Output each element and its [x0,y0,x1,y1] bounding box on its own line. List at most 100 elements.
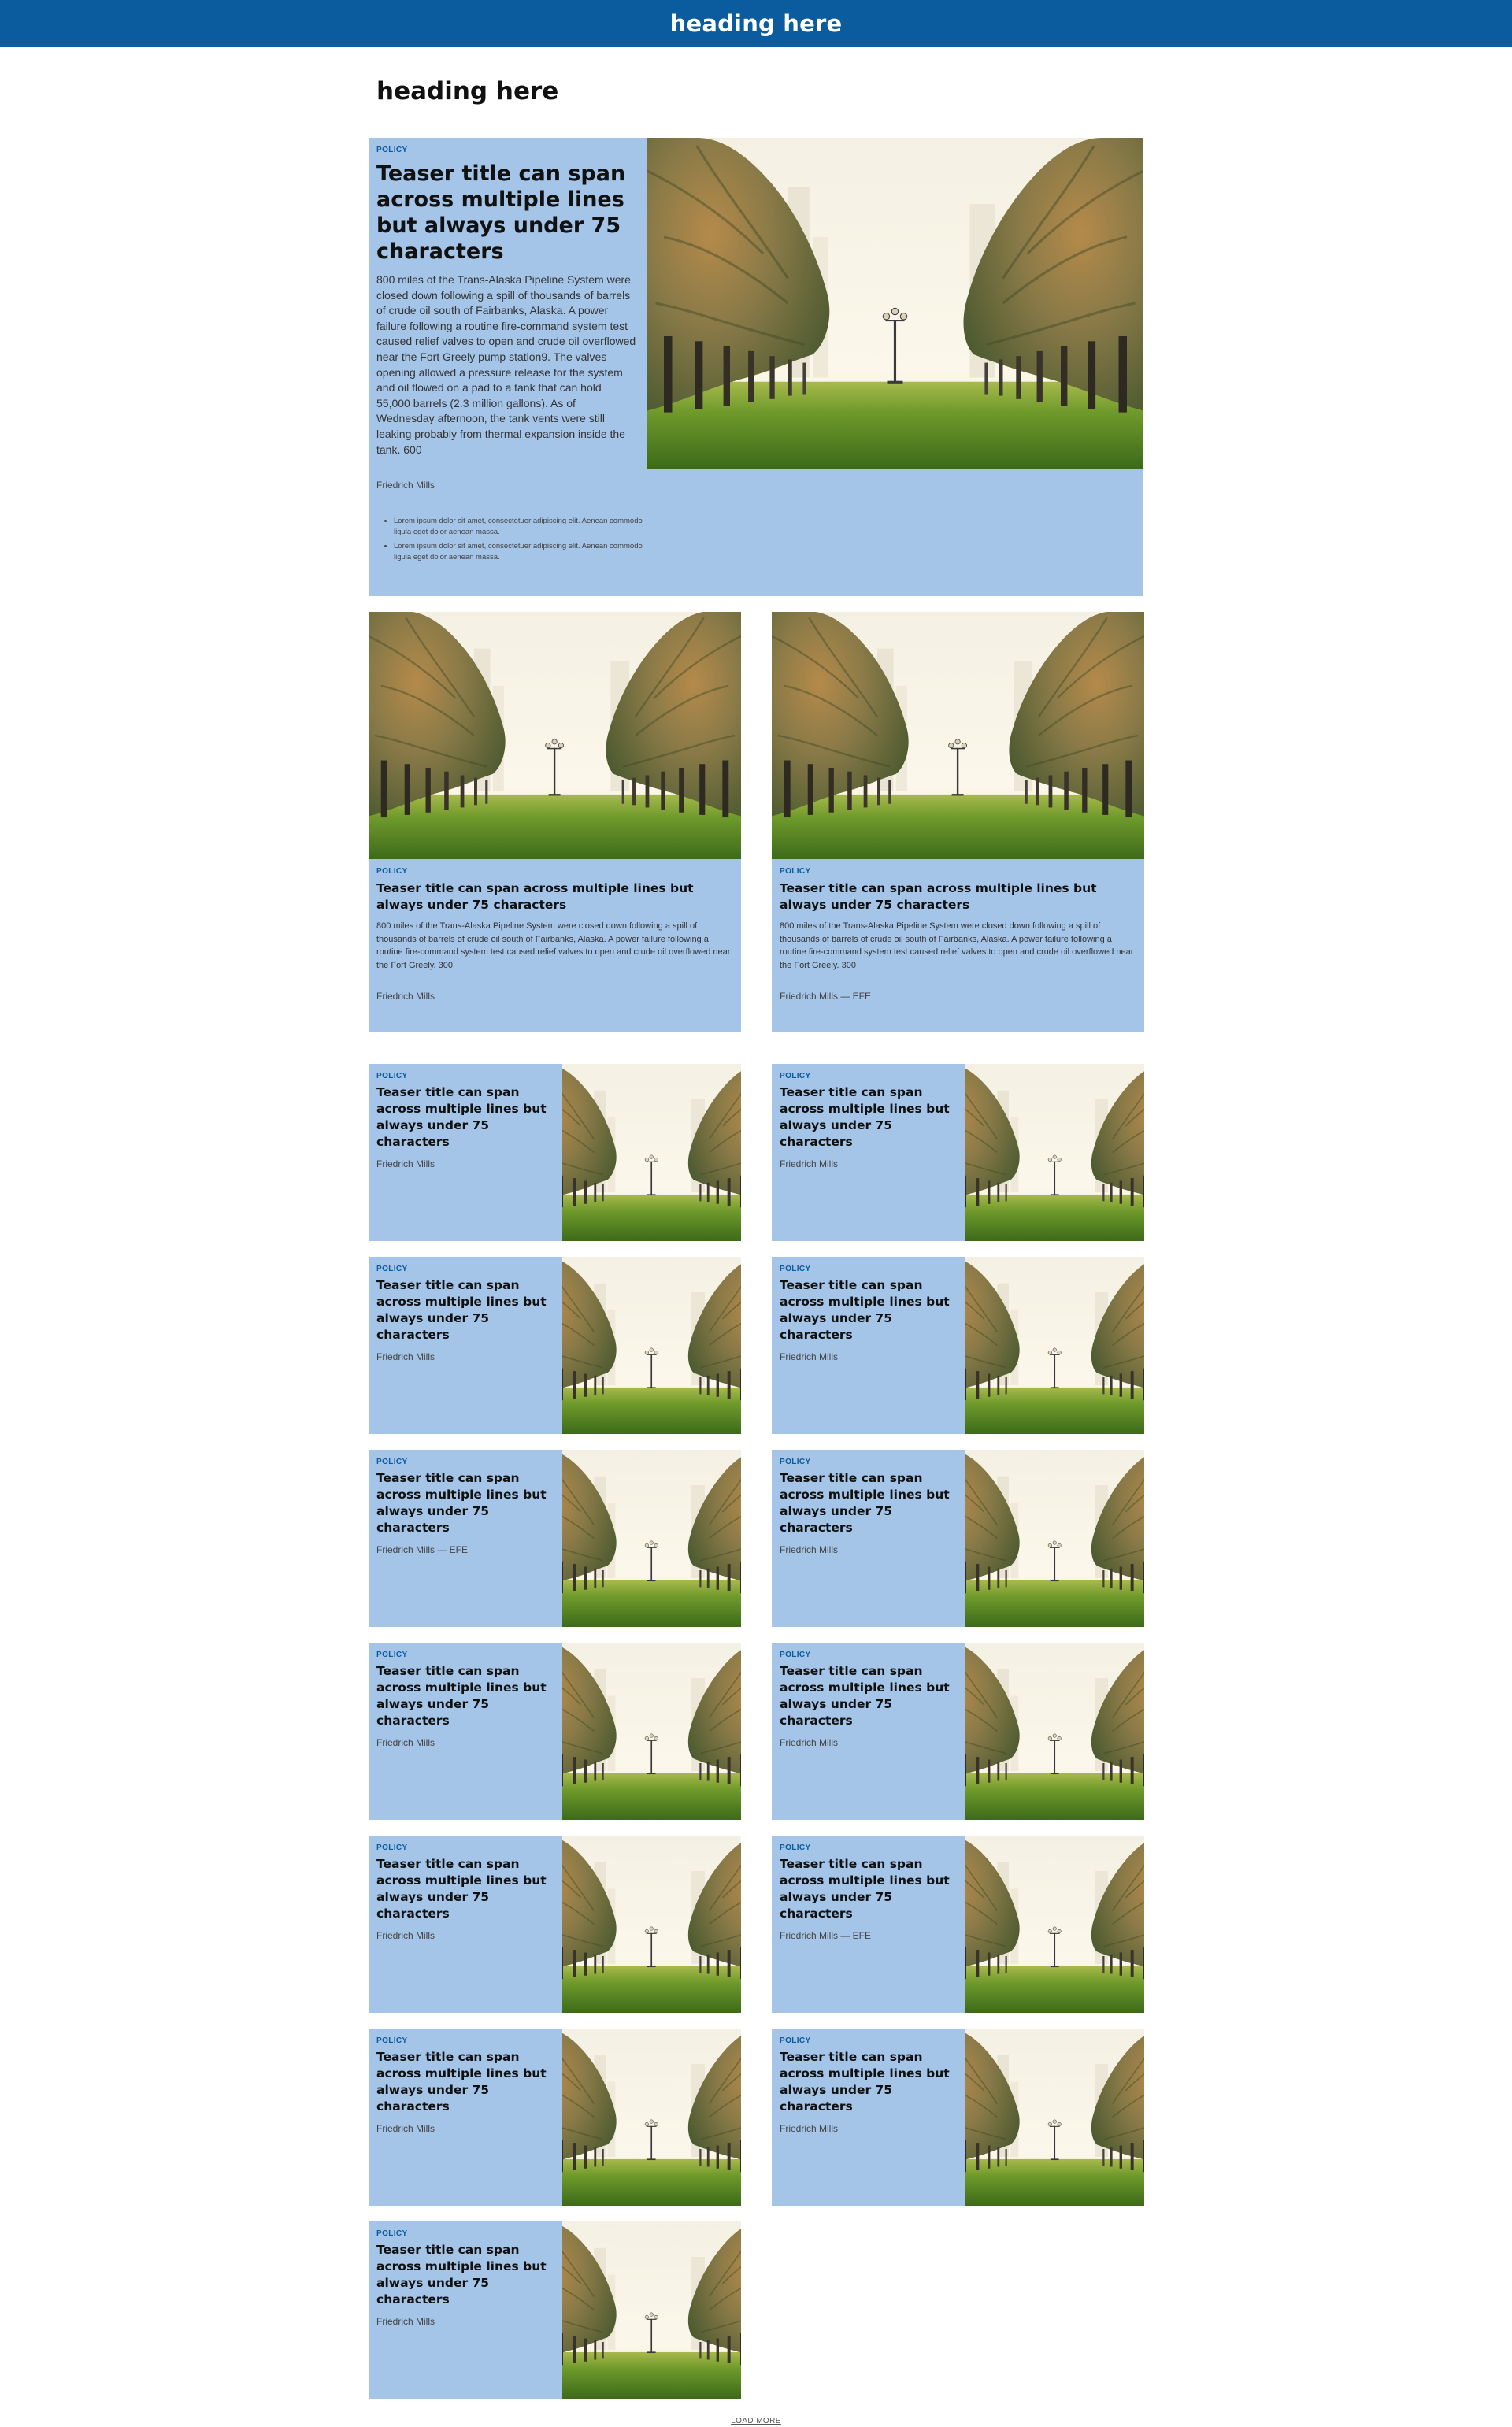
teaser-kicker[interactable]: POLICY [780,1072,811,1080]
teaser-byline[interactable]: Friedrich Mills [780,2123,839,2134]
teaser-title[interactable]: Teaser title can span across multiple li… [780,1471,950,1535]
teaser-title[interactable]: Teaser title can span across multiple li… [376,1471,547,1535]
teaser-title[interactable]: Teaser title can span across multiple li… [780,1085,950,1149]
teaser-byline[interactable]: Friedrich Mills [376,2316,435,2327]
small-teaser-card[interactable]: POLICY Teaser title can span across mult… [369,1643,741,1820]
teaser-image[interactable] [562,2221,741,2399]
load-more-link[interactable]: LOAD MORE [731,2417,781,2425]
small-teaser-card[interactable]: POLICY Teaser title can span across mult… [369,1257,741,1434]
teaser-image[interactable] [965,1836,1144,2013]
palm-avenue-photo [562,1064,741,1241]
palm-avenue-photo [965,1450,1144,1627]
teaser-title[interactable]: Teaser title can span across multiple li… [780,881,1097,912]
teaser-image[interactable] [965,2029,1144,2206]
teaser-byline[interactable]: Friedrich Mills — EFE [780,1930,872,1941]
teaser-byline[interactable]: Friedrich Mills [376,2123,435,2134]
small-teaser-card[interactable]: POLICY Teaser title can span across mult… [772,1643,1144,1820]
teaser-image[interactable] [562,1450,741,1627]
hero-title[interactable]: Teaser title can span across multiple li… [376,161,626,264]
teaser-title[interactable]: Teaser title can span across multiple li… [780,2050,950,2114]
teaser-kicker[interactable]: POLICY [376,1265,408,1273]
hero-teaser-text: POLICY Teaser title can span across mult… [376,146,636,491]
teaser-byline[interactable]: Friedrich Mills [780,1737,839,1748]
teaser-title[interactable]: Teaser title can span across multiple li… [376,881,694,912]
small-teaser-card[interactable]: POLICY Teaser title can span across mult… [369,2221,741,2399]
teaser-image[interactable] [965,1450,1144,1627]
teaser-image[interactable] [562,1836,741,2013]
teaser-image[interactable] [562,1064,741,1241]
small-teaser-card[interactable]: POLICY Teaser title can span across mult… [369,1836,741,2013]
teaser-kicker[interactable]: POLICY [780,1843,811,1852]
teaser-title[interactable]: Teaser title can span across multiple li… [780,1664,950,1728]
small-teaser-card[interactable]: POLICY Teaser title can span across mult… [369,2029,741,2206]
teaser-byline[interactable]: Friedrich Mills [376,1351,435,1362]
teaser-kicker[interactable]: POLICY [780,1651,811,1659]
small-teaser-card[interactable]: POLICY Teaser title can span across mult… [369,1450,741,1627]
teaser-image[interactable] [562,2029,741,2206]
teaser-title[interactable]: Teaser title can span across multiple li… [376,1664,547,1728]
teaser-image[interactable] [562,1257,741,1434]
hero-related-item[interactable]: Lorem ipsum dolor sit amet, consectetuer… [394,516,646,538]
teaser-byline[interactable]: Friedrich Mills [376,1737,435,1748]
teaser-text: POLICY Teaser title can span across mult… [376,2036,556,2134]
medium-teaser-card[interactable]: POLICY Teaser title can span across mult… [772,612,1144,1032]
teaser-title[interactable]: Teaser title can span across multiple li… [376,2050,547,2114]
teaser-kicker[interactable]: POLICY [376,1458,408,1466]
small-teaser-card[interactable]: POLICY Teaser title can span across mult… [772,1064,1144,1241]
palm-avenue-photo [965,1257,1144,1434]
teaser-text: POLICY Teaser title can span across mult… [376,867,733,1002]
teaser-title[interactable]: Teaser title can span across multiple li… [376,1857,547,1921]
teaser-text: POLICY Teaser title can span across mult… [376,2229,556,2327]
teaser-kicker[interactable]: POLICY [780,1265,811,1273]
teaser-text: POLICY Teaser title can span across mult… [376,1843,556,1941]
teaser-byline[interactable]: Friedrich Mills [376,1930,435,1941]
teaser-kicker[interactable]: POLICY [376,1072,408,1080]
teaser-image[interactable] [562,1643,741,1820]
teaser-image[interactable] [772,612,1144,859]
hero-teaser-card[interactable]: POLICY Teaser title can span across mult… [369,138,1143,596]
teaser-byline[interactable]: Friedrich Mills [376,991,435,1002]
small-teaser-card[interactable]: POLICY Teaser title can span across mult… [772,2029,1144,2206]
hero-kicker[interactable]: POLICY [376,146,408,154]
teaser-byline[interactable]: Friedrich Mills [376,1158,435,1169]
teaser-kicker[interactable]: POLICY [780,2036,811,2045]
section-heading: heading here [376,77,559,106]
teaser-byline[interactable]: Friedrich Mills — EFE [780,991,872,1002]
teaser-text: POLICY Teaser title can span across mult… [780,1843,959,1941]
teaser-kicker[interactable]: POLICY [376,1651,408,1659]
teaser-text: POLICY Teaser title can span across mult… [376,1072,556,1169]
teaser-byline[interactable]: Friedrich Mills — EFE [376,1544,469,1555]
teaser-kicker[interactable]: POLICY [780,1458,811,1466]
teaser-kicker[interactable]: POLICY [376,1843,408,1852]
teaser-image[interactable] [965,1643,1144,1820]
hero-byline[interactable]: Friedrich Mills [376,480,435,491]
teaser-byline[interactable]: Friedrich Mills [780,1544,839,1555]
palm-avenue-photo [562,1836,741,2013]
palm-avenue-photo [562,2029,741,2206]
hero-image[interactable] [647,138,1143,469]
teaser-image[interactable] [369,612,741,859]
teaser-image[interactable] [965,1257,1144,1434]
teaser-byline[interactable]: Friedrich Mills [780,1158,839,1169]
small-teaser-card[interactable]: POLICY Teaser title can span across mult… [772,1257,1144,1434]
small-teaser-card[interactable]: POLICY Teaser title can span across mult… [772,1836,1144,2013]
teaser-title[interactable]: Teaser title can span across multiple li… [376,2243,547,2307]
palm-avenue-photo [965,2029,1144,2206]
teaser-kicker[interactable]: POLICY [780,867,811,876]
teaser-kicker[interactable]: POLICY [376,2229,408,2238]
teaser-kicker[interactable]: POLICY [376,2036,408,2045]
palm-avenue-photo [369,612,741,859]
small-teaser-card[interactable]: POLICY Teaser title can span across mult… [772,1450,1144,1627]
teaser-title[interactable]: Teaser title can span across multiple li… [376,1278,547,1342]
hero-summary: 800 miles of the Trans-Alaska Pipeline S… [376,273,636,456]
teaser-title[interactable]: Teaser title can span across multiple li… [376,1085,547,1149]
small-teaser-card[interactable]: POLICY Teaser title can span across mult… [369,1064,741,1241]
teaser-title[interactable]: Teaser title can span across multiple li… [780,1278,950,1342]
teaser-byline[interactable]: Friedrich Mills [780,1351,839,1362]
teaser-kicker[interactable]: POLICY [376,867,408,876]
palm-avenue-photo [562,1257,741,1434]
medium-teaser-card[interactable]: POLICY Teaser title can span across mult… [369,612,741,1032]
teaser-title[interactable]: Teaser title can span across multiple li… [780,1857,950,1921]
teaser-image[interactable] [965,1064,1144,1241]
hero-related-item[interactable]: Lorem ipsum dolor sit amet, consectetuer… [394,541,646,563]
